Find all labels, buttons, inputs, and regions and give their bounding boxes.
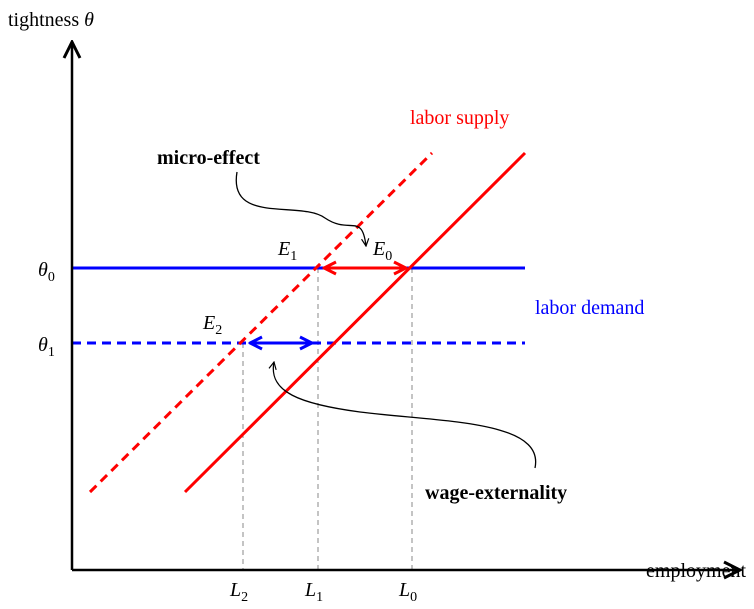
point-symbol: E	[202, 312, 215, 334]
demand-label: labor demand	[535, 297, 644, 319]
point-subscript: 2	[215, 323, 222, 338]
annotation: wage-externality	[425, 482, 567, 504]
supply-line	[183, 151, 527, 494]
tick-symbol: θ	[38, 334, 48, 356]
guides	[242, 268, 413, 570]
y-axis-label-text: tightness	[8, 9, 79, 31]
point-label: E0	[372, 238, 392, 264]
annotation: micro-effect	[157, 147, 260, 169]
point-label: E1	[277, 238, 297, 264]
tick-subscript: 2	[241, 590, 248, 605]
point-label: E2	[202, 312, 222, 338]
x-tick-label: L1	[304, 579, 323, 605]
tick-symbol: L	[304, 579, 316, 601]
x-tick-label: L2	[229, 579, 248, 605]
point-symbol: E	[277, 238, 290, 260]
supply-label: labor supply	[410, 107, 509, 129]
x-axis-label: employment	[646, 560, 746, 582]
tick-symbol: L	[398, 579, 410, 601]
supply-line-dashed	[88, 151, 434, 494]
annotation-arrow	[273, 362, 537, 469]
point-symbol: E	[372, 238, 385, 260]
tick-subscript: 1	[316, 590, 323, 605]
tick-subscript: 0	[410, 590, 417, 605]
tick-symbol: L	[229, 579, 241, 601]
point-subscript: 1	[290, 249, 297, 264]
y-axis-label-symbol: θ	[84, 9, 94, 31]
tick-subscript: 1	[48, 345, 55, 360]
point-subscript: 0	[385, 249, 392, 264]
y-axis-label: tightness θ	[8, 9, 94, 31]
tick-subscript: 0	[48, 270, 55, 285]
y-tick-label: θ1	[38, 334, 55, 360]
x-tick-label: L0	[398, 579, 417, 605]
y-tick-label: θ0	[38, 259, 55, 285]
annotation-arrow	[235, 171, 366, 246]
tick-symbol: θ	[38, 259, 48, 281]
